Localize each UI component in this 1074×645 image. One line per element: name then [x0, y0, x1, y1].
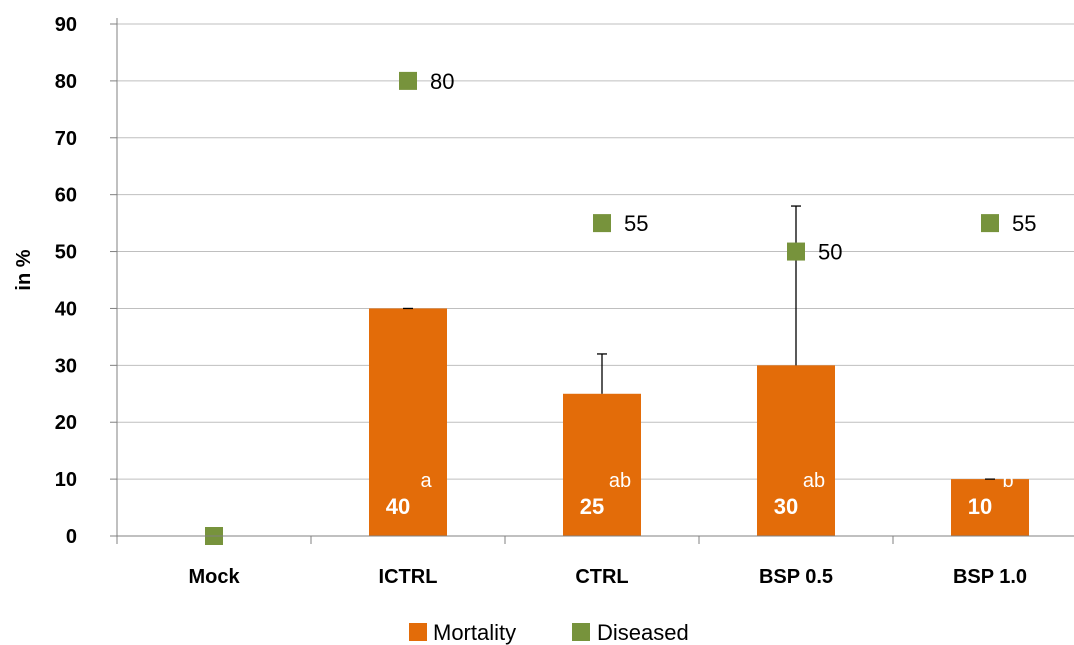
mortality-bar: [369, 308, 447, 536]
significance-letter: a: [420, 470, 432, 492]
legend-mortality-label: Mortality: [433, 620, 516, 645]
diseased-value-label: 55: [624, 211, 648, 236]
legend-mortality-swatch: [409, 623, 427, 641]
legend-diseased-label: Diseased: [597, 620, 689, 645]
mortality-bar: [757, 365, 835, 536]
y-axis-label: in %: [13, 249, 35, 290]
error-bars: [403, 205, 995, 480]
significance-letter: ab: [803, 470, 825, 492]
y-tick-label: 40: [55, 298, 77, 320]
bar-value-label: 10: [968, 494, 992, 519]
diseased-marker: [981, 214, 999, 233]
y-tick-label: 30: [55, 355, 77, 377]
y-tick-label: 0: [66, 526, 77, 548]
y-tick-label: 10: [55, 469, 77, 491]
x-category-label: BSP 0.5: [759, 566, 833, 588]
y-tick-label: 90: [55, 14, 77, 36]
diseased-marker: [593, 214, 611, 233]
significance-letter: b: [1002, 470, 1013, 492]
x-category-label: CTRL: [575, 566, 628, 588]
diseased-value-label: 50: [818, 240, 842, 265]
significance-letter: ab: [609, 470, 631, 492]
x-axis-categories: Mock ICTRL CTRL BSP 0.5 BSP 1.0: [188, 566, 1027, 588]
gridlines: [117, 23, 1074, 480]
x-category-label: ICTRL: [379, 566, 438, 588]
markers: 80 55 50 55: [205, 69, 1036, 545]
diseased-marker: [399, 71, 417, 90]
y-tick-label: 50: [55, 242, 77, 264]
bar-value-label: 40: [386, 494, 410, 519]
axes: [116, 18, 1074, 544]
diseased-value-label: 80: [430, 69, 454, 94]
diseased-marker: [787, 242, 805, 261]
x-category-label: Mock: [188, 566, 240, 588]
y-tick-label: 70: [55, 128, 77, 150]
mortality-bar: [563, 393, 641, 536]
legend-diseased-swatch: [572, 623, 590, 641]
mortality-bar: [951, 479, 1029, 536]
bar-value-label: 25: [580, 494, 604, 519]
y-tick-label: 60: [55, 185, 77, 207]
x-category-label: BSP 1.0: [953, 566, 1027, 588]
bar-value-label: 30: [774, 494, 798, 519]
y-tick-label: 20: [55, 412, 77, 434]
legend: Mortality Diseased: [409, 620, 689, 645]
y-tick-label: 80: [55, 71, 77, 93]
y-axis-ticks: 0 10 20 30 40 50 60 70 80 90: [55, 14, 117, 548]
diseased-value-label: 55: [1012, 211, 1036, 236]
